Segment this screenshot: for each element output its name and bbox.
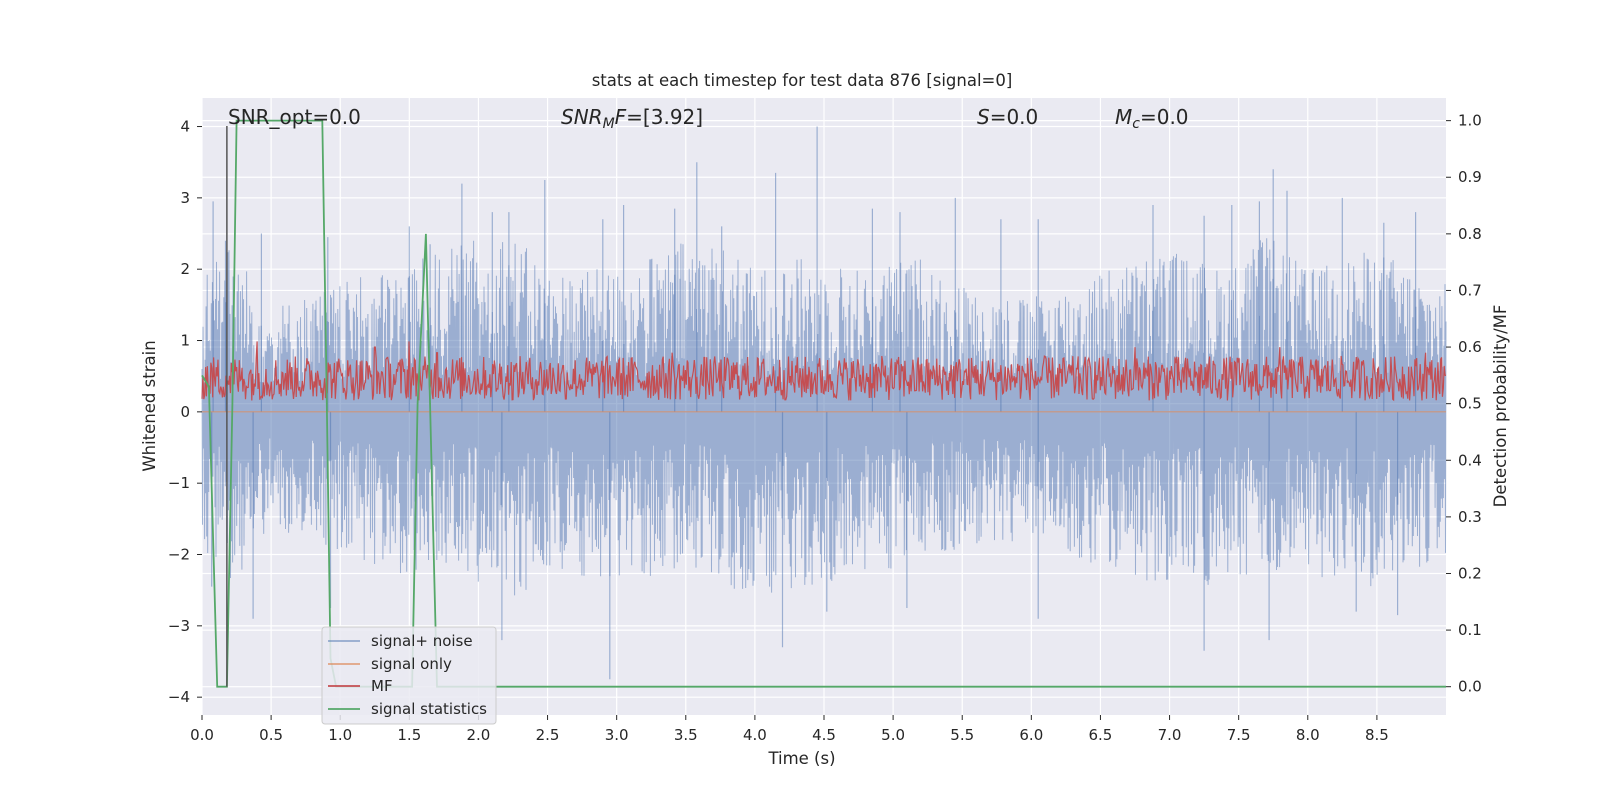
series-mf bbox=[201, 341, 1447, 402]
annotation-mc-subscript: c bbox=[1132, 116, 1140, 132]
x-tick-label: 7.5 bbox=[1227, 726, 1251, 744]
y2-tick-label: 0.6 bbox=[1458, 338, 1482, 356]
x-tick-label: 4.0 bbox=[743, 726, 767, 744]
y2-tick-label: 0.8 bbox=[1458, 225, 1482, 243]
annotation-s: S=0.0 bbox=[977, 105, 1038, 129]
x-tick-label: 8.0 bbox=[1296, 726, 1320, 744]
x-tick-label: 6.0 bbox=[1019, 726, 1043, 744]
annotation-snr-mf-subscript: M bbox=[603, 116, 615, 132]
y2-tick-label: 0.3 bbox=[1458, 508, 1482, 526]
annotation-snr-opt: SNR_opt=0.0 bbox=[228, 105, 361, 129]
annotation-mc: Mc=0.0 bbox=[1115, 105, 1189, 132]
y-tick-label: 4 bbox=[180, 118, 190, 136]
x-tick-label: 8.5 bbox=[1365, 726, 1389, 744]
legend: signal+ noise signal only MF signal stat… bbox=[321, 626, 497, 725]
y-tick-label: −2 bbox=[168, 546, 190, 564]
legend-label-signal-noise: signal+ noise bbox=[371, 632, 473, 650]
legend-box bbox=[321, 626, 497, 725]
y2-tick-label: 0.5 bbox=[1458, 395, 1482, 413]
y2-tick-label: 0.4 bbox=[1458, 451, 1482, 469]
series-signal-noise-extremes bbox=[211, 126, 1417, 680]
y2-tick-label: 0.2 bbox=[1458, 564, 1482, 582]
y-tick-label: 3 bbox=[180, 189, 190, 207]
y-tick-label: −3 bbox=[168, 617, 190, 635]
x-tick-label: 2.0 bbox=[467, 726, 491, 744]
annotation-snr-mf: SNRMF=[3.92] bbox=[561, 105, 703, 132]
legend-label-signal-only: signal only bbox=[371, 655, 452, 673]
x-axis-label: Time (s) bbox=[767, 749, 835, 768]
annotation-mc-value: =0.0 bbox=[1140, 105, 1189, 129]
x-tick-label: 7.0 bbox=[1158, 726, 1182, 744]
annotation-snr-mf-value: =[3.92] bbox=[626, 105, 703, 129]
y2-tick-label: 1.0 bbox=[1458, 112, 1482, 130]
y2-tick-label: 0.1 bbox=[1458, 621, 1482, 639]
series-signal-statistics bbox=[201, 119, 1446, 688]
x-tick-label: 1.5 bbox=[397, 726, 421, 744]
x-tick-label: 3.5 bbox=[674, 726, 698, 744]
x-tick-label: 1.0 bbox=[328, 726, 352, 744]
legend-label-signal-statistics: signal statistics bbox=[371, 700, 487, 718]
x-tick-label: 6.5 bbox=[1089, 726, 1113, 744]
annotation-s-symbol: S bbox=[977, 105, 990, 129]
y-tick-label: −1 bbox=[168, 474, 190, 492]
x-tick-label: 2.5 bbox=[536, 726, 560, 744]
legend-label-mf: MF bbox=[371, 677, 393, 695]
annotation-snr-mf-f: F bbox=[615, 105, 627, 129]
y2-tick-label: 0.7 bbox=[1458, 281, 1482, 299]
y-axis-label: Whitened strain bbox=[140, 340, 159, 471]
y-tick-label: 2 bbox=[180, 260, 190, 278]
chart-title: stats at each timestep for test data 876… bbox=[592, 71, 1013, 90]
x-tick-label: 5.0 bbox=[881, 726, 905, 744]
annotation-s-value: =0.0 bbox=[990, 105, 1039, 129]
y2-axis-label: Detection probability/MF bbox=[1491, 305, 1510, 508]
y2-tick-label: 0.9 bbox=[1458, 168, 1482, 186]
y-tick-label: 1 bbox=[180, 332, 190, 350]
x-tick-label: 5.5 bbox=[950, 726, 974, 744]
y-tick-label: 0 bbox=[180, 403, 190, 421]
x-tick-label: 0.0 bbox=[190, 726, 214, 744]
x-tick-label: 4.5 bbox=[812, 726, 836, 744]
x-tick-label: 3.0 bbox=[605, 726, 629, 744]
annotation-snr-mf-symbol: SNR bbox=[561, 105, 603, 129]
y2-tick-label: 0.0 bbox=[1458, 678, 1482, 696]
annotation-mc-symbol: M bbox=[1115, 105, 1132, 129]
y-tick-label: −4 bbox=[168, 688, 190, 706]
x-tick-label: 0.5 bbox=[259, 726, 283, 744]
